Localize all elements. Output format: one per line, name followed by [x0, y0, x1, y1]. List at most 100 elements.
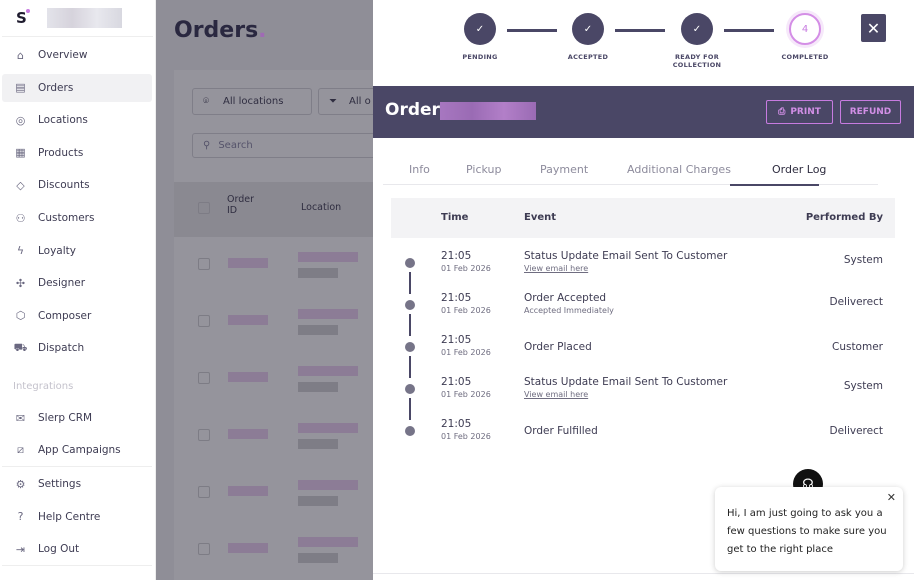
sidebar-item-label: Products	[38, 146, 84, 159]
column-order-id: Order ID	[227, 194, 254, 216]
column-location: Location	[301, 202, 342, 213]
map-pin-icon: ◎	[15, 113, 26, 127]
section-integrations: Integrations	[13, 381, 74, 392]
truck-icon: ⛟	[13, 340, 28, 354]
sidebar-item-app-campaigns[interactable]: ⧄ App Campaigns	[2, 436, 152, 464]
order-number-redacted	[440, 102, 536, 120]
close-button[interactable]: ✕	[861, 14, 886, 42]
log-row: 21:05 01 Feb 2026 Status Update Email Sent…	[391, 242, 895, 294]
sidebar-item-dispatch[interactable]: ⛟ Dispatch	[2, 334, 152, 362]
redacted-location	[298, 325, 338, 335]
location-filter[interactable]: ⌾ All locations	[192, 88, 312, 115]
sidebar-item-orders[interactable]: ▤ Orders	[2, 73, 152, 102]
step-pending: ✓ PENDING	[440, 13, 520, 61]
select-all-checkbox[interactable]	[198, 202, 210, 214]
sidebar-item-composer[interactable]: ⬡ Composer	[2, 302, 152, 330]
log-performed-by: Deliverect	[829, 296, 884, 308]
log-date: 01 Feb 2026	[441, 390, 491, 399]
chat-message: Hi, I am just going to ask you a few que…	[727, 508, 887, 555]
log-time: 21:05	[441, 334, 472, 346]
ticket-icon: ⧄	[17, 443, 24, 456]
sidebar-item-help-centre[interactable]: ? Help Centre	[2, 503, 152, 531]
sidebar-item-settings[interactable]: ⚙ Settings	[2, 470, 152, 498]
row-checkbox[interactable]	[198, 258, 210, 270]
logout-icon: ⇥	[15, 542, 26, 556]
row-checkbox[interactable]	[198, 315, 210, 327]
redacted-location	[298, 268, 338, 278]
sidebar-item-label: Designer	[38, 277, 86, 290]
sidebar-item-label: Loyalty	[38, 244, 76, 257]
log-table-header: Time Event Performed By	[391, 198, 895, 238]
redacted-order-id	[228, 486, 268, 496]
redacted-location	[298, 553, 338, 563]
sidebar-item-label: Log Out	[38, 543, 80, 555]
view-email-link[interactable]: View email here	[524, 264, 589, 273]
sidebar-item-log-out[interactable]: ⇥ Log Out	[2, 535, 152, 563]
brand: S	[2, 0, 153, 37]
sidebar-item-label: Settings	[38, 478, 82, 490]
sidebar-item-loyalty[interactable]: ϟ Loyalty	[2, 237, 152, 265]
log-date: 01 Feb 2026	[441, 348, 491, 357]
row-checkbox[interactable]	[198, 372, 210, 384]
log-time: 21:05	[441, 250, 472, 262]
log-date: 01 Feb 2026	[441, 306, 491, 315]
sidebar-item-designer[interactable]: ✣ Designer	[2, 269, 152, 297]
close-chat-icon[interactable]: ✕	[886, 491, 896, 504]
users-icon: ⚇	[15, 211, 26, 225]
sidebar-item-discounts[interactable]: ◇ Discounts	[2, 171, 152, 199]
tab-payment[interactable]: Payment	[540, 163, 589, 176]
sidebar-item-customers[interactable]: ⚇ Customers	[2, 204, 152, 232]
row-checkbox[interactable]	[198, 429, 210, 441]
step-connector	[724, 29, 774, 32]
sidebar-item-label: Locations	[38, 114, 88, 127]
step-accepted: ✓ ACCEPTED	[548, 13, 628, 61]
timeline-dot	[405, 384, 415, 394]
account-name-redacted	[46, 8, 122, 28]
logo: S	[16, 9, 30, 27]
step-completed: 4 COMPLETED	[765, 13, 845, 61]
status-filter[interactable]: ⏷ All o	[318, 88, 373, 115]
headset-icon: ☊	[802, 476, 814, 492]
sidebar-item-locations[interactable]: ◎ Locations	[2, 106, 152, 134]
search-input[interactable]: ⚲ Search	[192, 133, 373, 158]
check-icon: ✓	[464, 13, 496, 45]
timeline-line	[409, 314, 411, 336]
mail-icon: ✉	[15, 411, 26, 425]
log-date: 01 Feb 2026	[441, 432, 491, 441]
sidebar-item-label: Help Centre	[38, 510, 101, 523]
row-checkbox[interactable]	[198, 486, 210, 498]
gear-icon: ⚙	[15, 477, 26, 491]
print-button[interactable]: ⎙ PRINT	[766, 100, 833, 124]
tab-additional-charges[interactable]: Additional Charges	[627, 163, 731, 176]
home-icon: ⌂	[17, 48, 24, 62]
tab-order-log[interactable]: Order Log	[772, 163, 827, 176]
tab-pickup[interactable]: Pickup	[466, 163, 502, 176]
sidebar-item-slerp-crm[interactable]: ✉ Slerp CRM	[2, 404, 152, 432]
sidebar-item-overview[interactable]: ⌂ Overview	[2, 41, 152, 69]
tab-info[interactable]: Info	[409, 163, 430, 176]
header-event: Event	[524, 212, 557, 223]
sidebar-item-label: Customers	[38, 212, 95, 224]
log-event: Order Placed	[524, 341, 592, 353]
help-icon: ?	[17, 510, 24, 523]
sidebar-item-products[interactable]: ▦ Products	[2, 139, 152, 167]
refund-button[interactable]: REFUND	[840, 100, 901, 124]
log-event: Order Fulfilled	[524, 425, 598, 437]
redacted-order-id	[228, 372, 268, 382]
sidebar-item-label: Slerp CRM	[38, 412, 93, 424]
timeline-line	[409, 398, 411, 420]
log-row: 21:05 01 Feb 2026 Order Fulfilled Deliverec…	[391, 410, 895, 452]
orders-card	[174, 70, 373, 580]
view-email-link[interactable]: View email here	[524, 390, 589, 399]
timeline-dot	[405, 300, 415, 310]
log-row: 21:05 01 Feb 2026 Status Update Email Sent…	[391, 368, 895, 420]
search-icon: ⚲	[203, 140, 211, 151]
lightning-icon: ϟ	[16, 244, 25, 258]
sidebar-item-label: Overview	[38, 49, 88, 61]
header-time: Time	[441, 212, 469, 223]
divider	[373, 573, 914, 574]
row-checkbox[interactable]	[198, 543, 210, 555]
check-icon: ✓	[572, 13, 604, 45]
redacted-order-id	[228, 543, 268, 553]
map-pin-icon: ⌾	[203, 96, 209, 107]
